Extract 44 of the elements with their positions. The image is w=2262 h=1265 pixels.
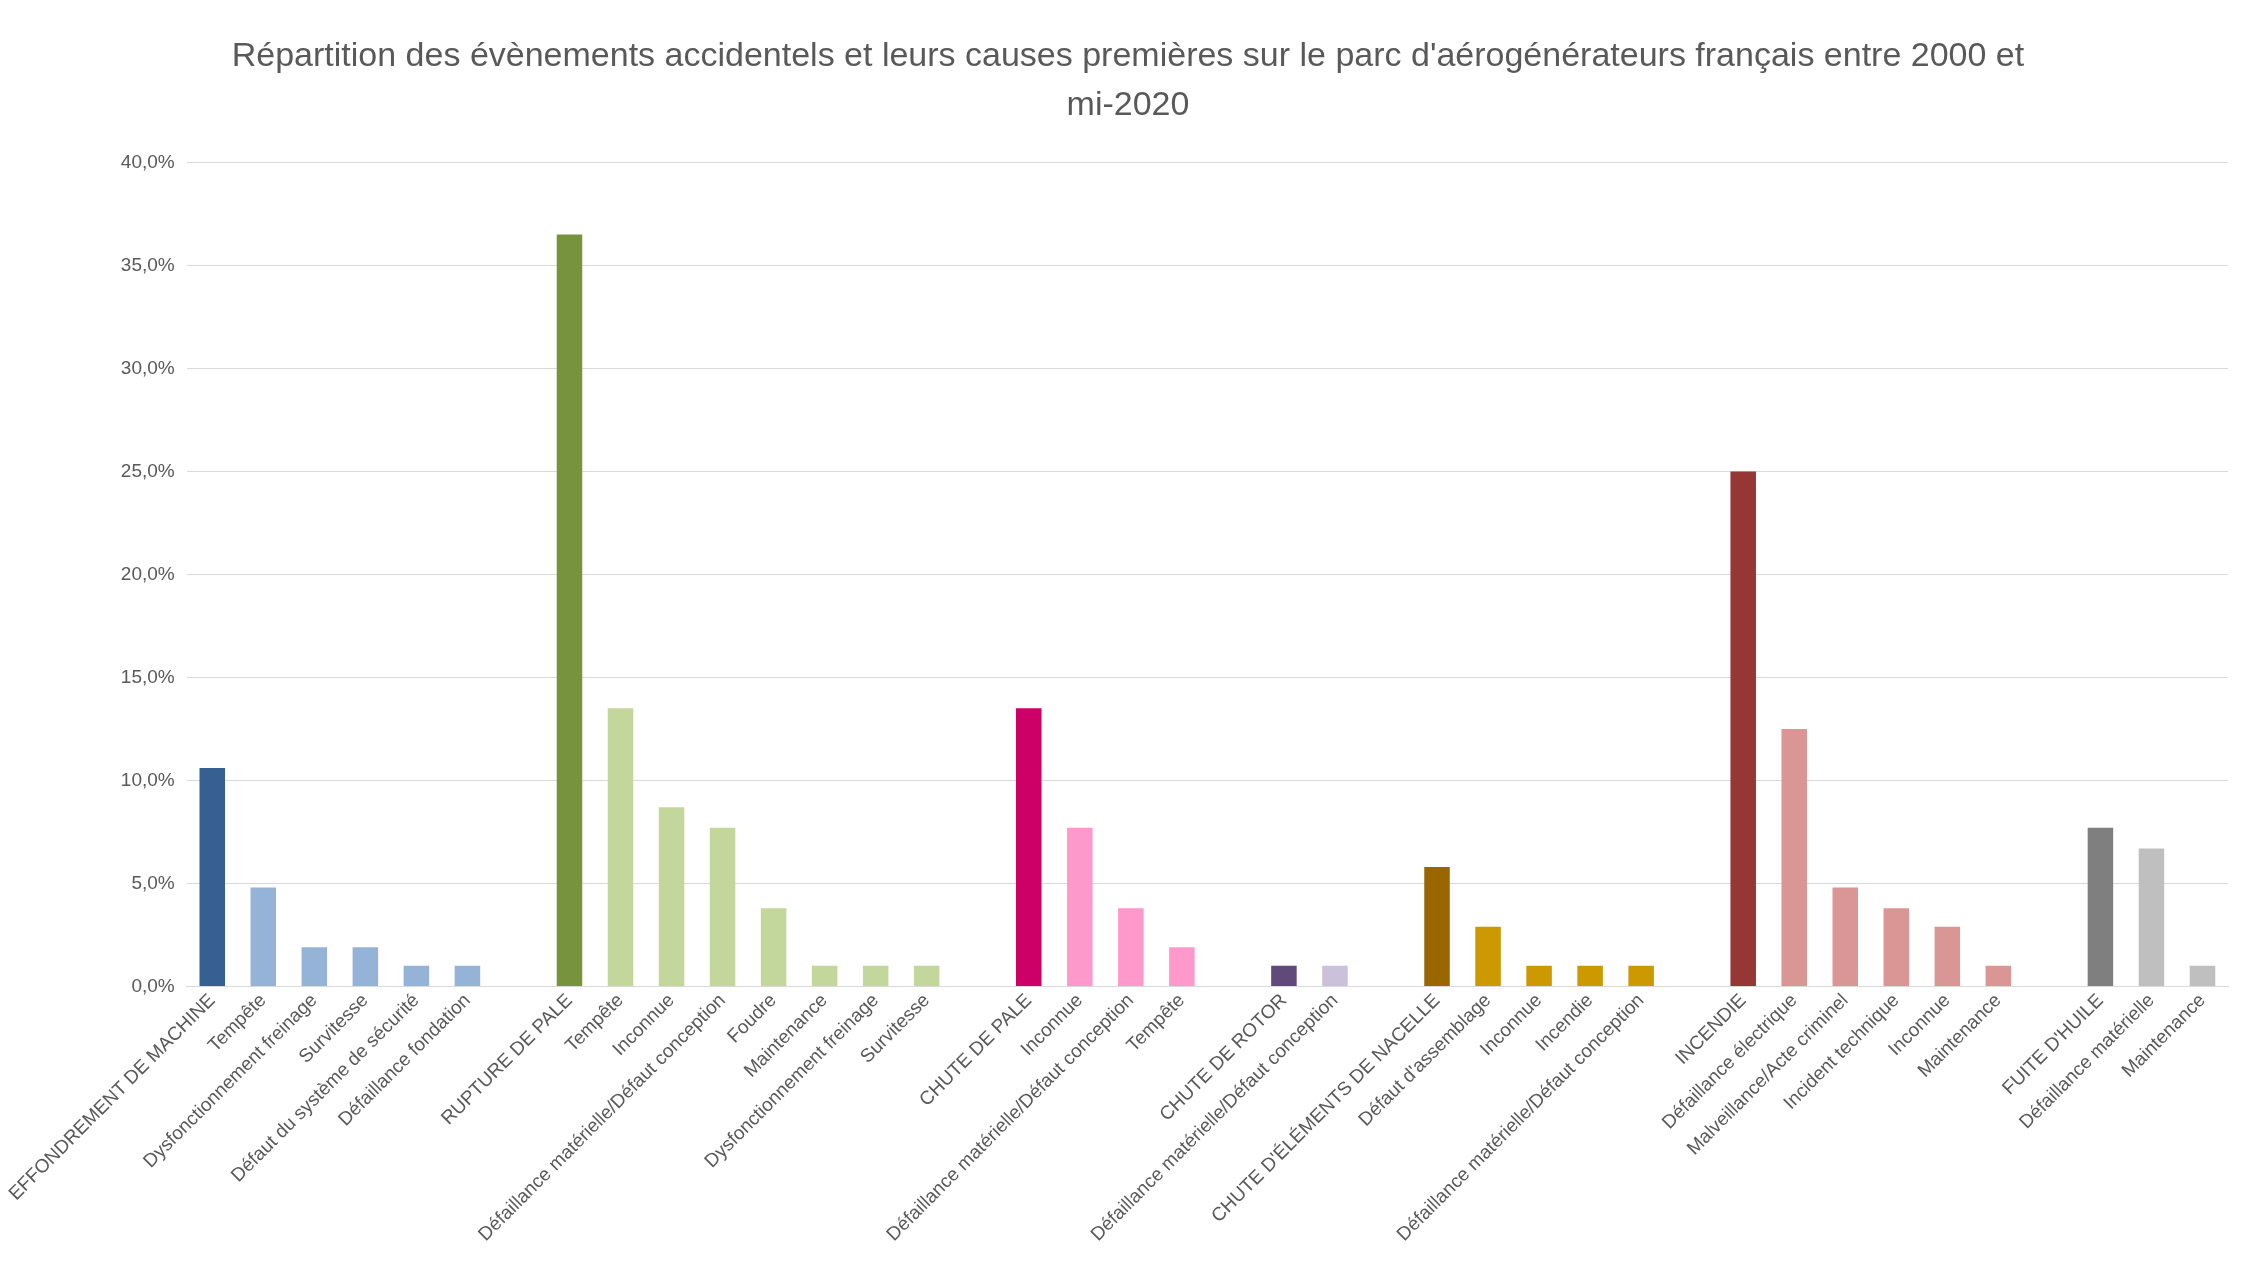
bar (1883, 907, 1910, 986)
bar (454, 965, 481, 986)
bar (1067, 827, 1093, 986)
y-tick-label: 30,0% (120, 356, 175, 378)
bar (199, 767, 226, 986)
bar (1832, 887, 1859, 986)
bar (250, 887, 277, 986)
bar (2087, 827, 2114, 986)
bar (352, 946, 379, 986)
bar (1322, 965, 1348, 986)
bar (1526, 965, 1552, 986)
bar (1628, 965, 1654, 986)
y-tick-label: 25,0% (120, 459, 175, 481)
bar (1985, 965, 2012, 986)
y-tick-label: 0,0% (131, 974, 175, 996)
bar (760, 907, 787, 986)
bar (1730, 471, 1756, 986)
bar (2189, 965, 2216, 986)
bar (1577, 965, 1603, 986)
bar (1169, 946, 1195, 986)
bar (862, 965, 889, 986)
bar (1934, 926, 1961, 986)
y-tick-label: 10,0% (120, 768, 175, 790)
bar (1118, 907, 1144, 986)
bar (1475, 926, 1501, 986)
y-tick-label: 15,0% (120, 665, 175, 687)
bar (607, 707, 634, 986)
bar (811, 965, 838, 986)
bar (1424, 866, 1450, 986)
bar (556, 234, 583, 986)
y-tick-label: 40,0% (120, 150, 175, 172)
bar (403, 965, 430, 986)
chart-title: Répartition des évènements accidentels et leurs causes premières sur le parc d'aérogénérateurs français entre 2000 et mi-2020 (230, 34, 2026, 125)
bar (913, 965, 940, 986)
bar (1271, 965, 1297, 986)
y-tick-label: 5,0% (131, 871, 175, 893)
bar (2138, 847, 2165, 986)
bar (709, 827, 736, 986)
bar (1781, 728, 1807, 986)
bar (658, 806, 685, 986)
y-tick-label: 35,0% (120, 253, 175, 275)
bar (1016, 707, 1042, 986)
bar (301, 946, 328, 986)
y-tick-label: 20,0% (120, 562, 175, 584)
